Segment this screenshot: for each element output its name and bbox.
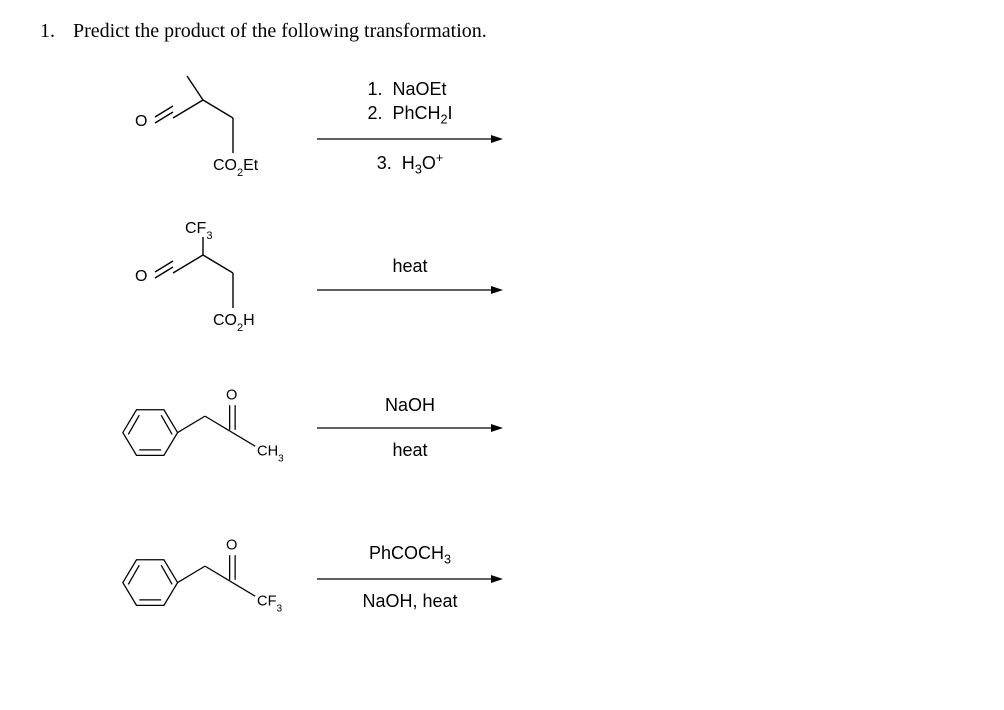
label-O-3: O: [226, 388, 237, 404]
reactions-container: O CO2Et 1. NaOEt2. PhCH2I 3. H3O+: [40, 63, 964, 643]
arrow-block-4: PhCOCH3 NaOH, heat: [310, 542, 510, 613]
question-text: Predict the product of the following tra…: [73, 20, 487, 43]
conditions-bottom-3: heat: [392, 439, 427, 462]
label-O-2: O: [135, 268, 147, 285]
arrow-3: [315, 421, 505, 435]
label-cf3: CF3: [185, 220, 212, 242]
conditions-top-3: NaOH: [385, 394, 435, 417]
arrow-block-1: 1. NaOEt2. PhCH2I 3. H3O+: [310, 78, 510, 177]
structure-svg-3: O CH3: [100, 363, 310, 493]
reaction-row-3: O CH3 NaOH heat: [100, 363, 964, 493]
question-number: 1.: [40, 20, 55, 43]
structure-svg-2: CF3 O CO2H: [115, 213, 295, 343]
structure-svg-4: O CF3: [100, 513, 310, 643]
conditions-bottom-4: NaOH, heat: [362, 590, 457, 613]
structure-2: CF3 O CO2H: [100, 213, 310, 343]
structure-1: O CO2Et: [100, 68, 310, 188]
arrow-4: [315, 572, 505, 586]
conditions-bottom-1: 3. H3O+: [377, 150, 443, 178]
label-co2h: CO2H: [213, 312, 255, 334]
question-line: 1. Predict the product of the following …: [40, 20, 964, 43]
conditions-top-2: heat: [392, 255, 427, 278]
label-cf3-4: CF3: [257, 593, 282, 614]
label-ch3: CH3: [257, 443, 284, 464]
label-O-4: O: [226, 538, 237, 554]
conditions-top-4: PhCOCH3: [369, 542, 451, 568]
structure-3: O CH3: [100, 363, 310, 493]
reaction-row-4: O CF3 PhCOCH3 NaOH, heat: [100, 513, 964, 643]
reaction-row-2: CF3 O CO2H heat: [100, 213, 964, 343]
label-co2et: CO2Et: [213, 157, 259, 179]
conditions-top-1: 1. NaOEt2. PhCH2I: [367, 78, 452, 127]
label-O-1: O: [135, 113, 147, 130]
arrow-1: [315, 132, 505, 146]
arrow-block-3: NaOH heat: [310, 394, 510, 463]
structure-4: O CF3: [100, 513, 310, 643]
structure-svg-1: O CO2Et: [115, 68, 295, 188]
reaction-row-1: O CO2Et 1. NaOEt2. PhCH2I 3. H3O+: [100, 63, 964, 193]
arrow-block-2: heat: [310, 255, 510, 300]
arrow-2: [315, 283, 505, 297]
